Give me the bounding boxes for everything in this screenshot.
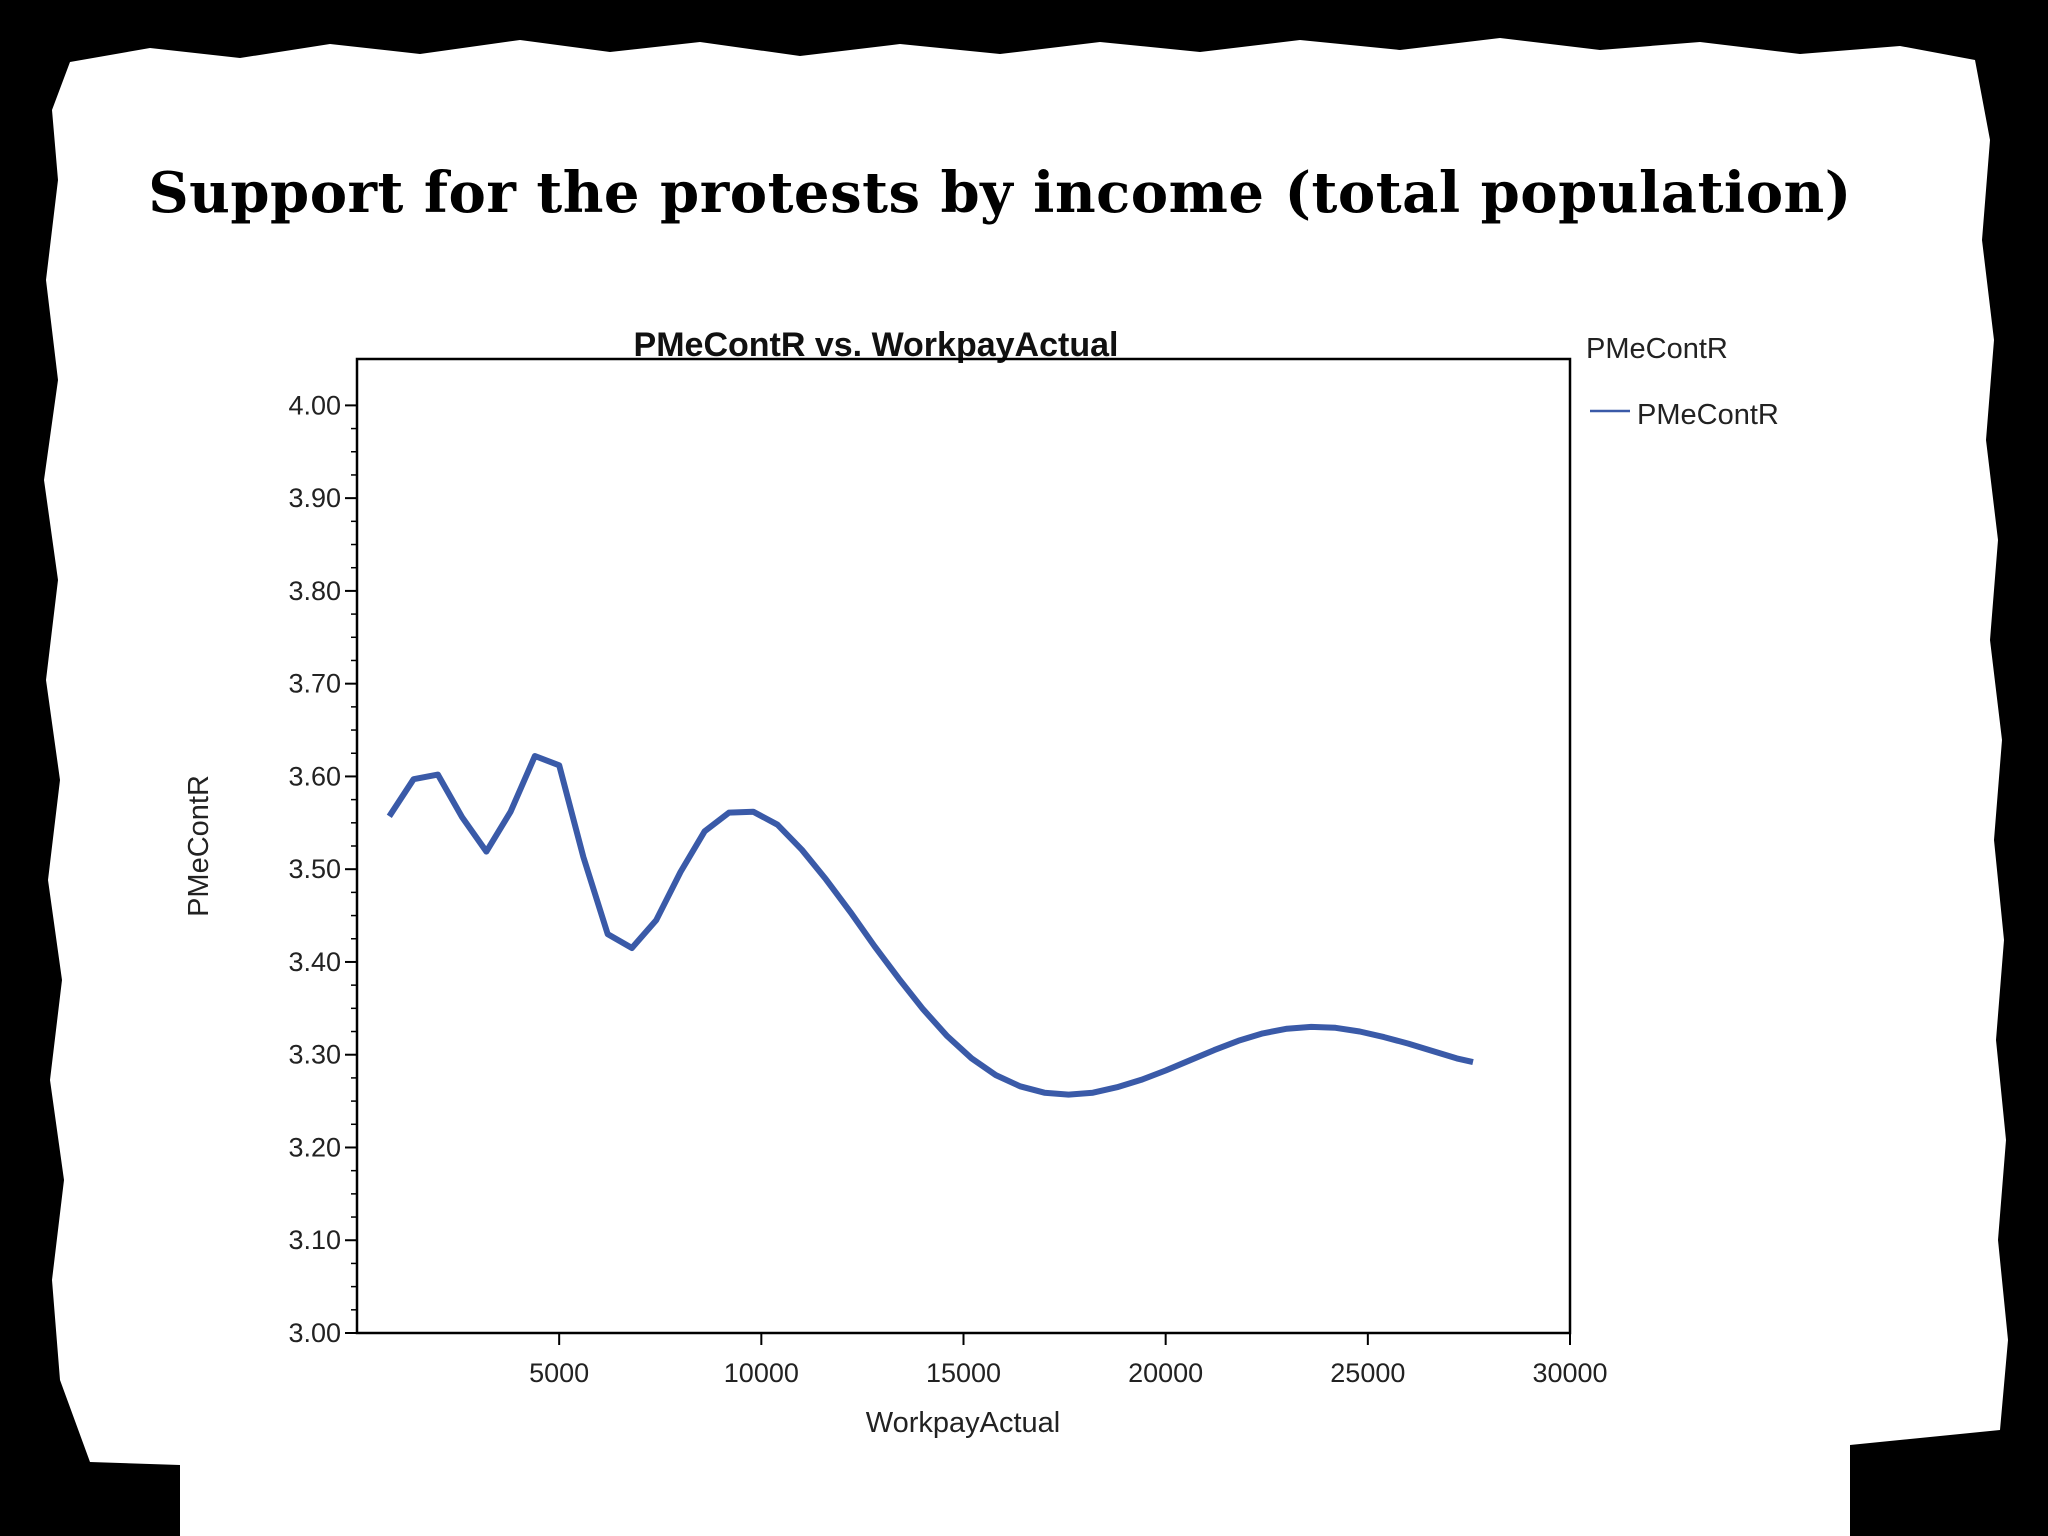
y-tick-label: 3.50 [288,854,341,884]
y-tick-label: 3.80 [288,576,341,606]
y-tick-label: 3.20 [288,1132,341,1162]
y-tick-label: 3.30 [288,1040,341,1070]
y-tick-label: 4.00 [288,390,341,420]
chart-title: PMeContR vs. WorkpayActual [634,326,1119,364]
x-tick-label: 10000 [724,1358,799,1388]
slide-title: Support for the protests by income (tota… [148,160,1852,226]
x-tick-label: 15000 [926,1358,1001,1388]
x-tick-label: 5000 [529,1358,589,1388]
x-axis-title: WorkpayActual [866,1407,1061,1439]
y-tick-label: 3.40 [288,947,341,977]
plot-area [355,357,1572,1335]
x-tick-label: 20000 [1128,1358,1203,1388]
y-tick-label: 3.60 [288,761,341,791]
legend-label: PMeContR [1637,399,1779,431]
y-tick-label: 3.10 [288,1225,341,1255]
torn-paper-frame [44,38,2008,1536]
x-tick-label: 25000 [1330,1358,1405,1388]
series-layer [386,753,1474,1098]
y-axis: 3.00 3.10 3.20 3.30 3.40 3.50 3.60 3.70 3.80 3.90… [288,390,357,1348]
legend-title: PMeContR [1586,333,1728,365]
x-axis: 5000 10000 15000 20000 25000 30000 [529,1333,1608,1388]
x-tick-label: 30000 [1532,1358,1607,1388]
y-tick-label: 3.90 [288,483,341,513]
y-tick-label: 3.00 [288,1318,341,1348]
series-line [386,753,1474,1098]
legend-entry: PMeContR [1590,399,1779,431]
y-tick-label: 3.70 [288,669,341,699]
y-axis-title: PMeContR [183,775,215,917]
